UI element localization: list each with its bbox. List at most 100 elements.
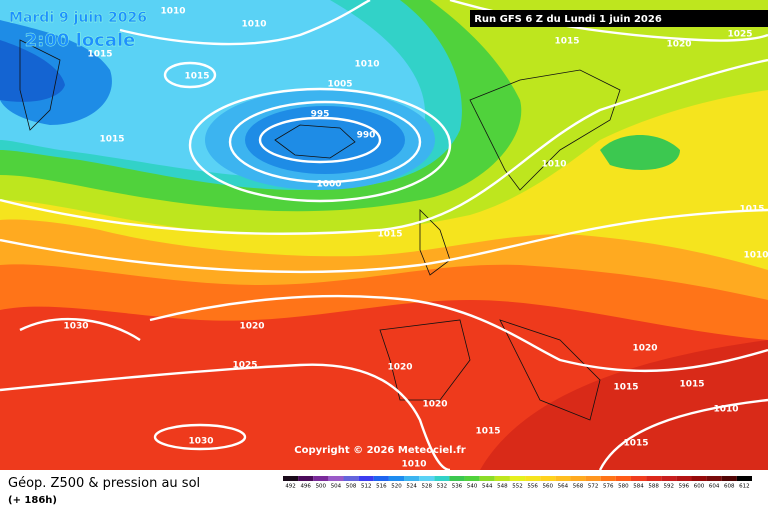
scale-swatch <box>555 476 571 481</box>
scale-label: 536 <box>452 484 463 490</box>
scale-swatch <box>540 476 556 481</box>
scale-label: 560 <box>543 484 554 490</box>
scale-label: 556 <box>527 484 538 490</box>
scale-swatch <box>404 476 420 481</box>
isobar-label: 1010 <box>241 20 266 30</box>
scale-label: 580 <box>618 484 629 490</box>
isobar-label: 1015 <box>87 50 112 60</box>
scale-label: 512 <box>361 484 372 490</box>
scale-label: 564 <box>558 484 569 490</box>
scale-swatch <box>676 476 692 481</box>
isobar-label: 1030 <box>63 322 88 332</box>
isobar-label: 1020 <box>387 363 412 373</box>
legend-title: Géop. Z500 & pression au sol <box>8 476 200 491</box>
scale-swatch <box>313 476 329 481</box>
isobar-label: 1025 <box>727 30 752 40</box>
date-text: Mardi 9 juin 2026 <box>9 10 147 26</box>
isobar-label: 1015 <box>679 380 704 390</box>
isobar-label: 1005 <box>327 80 352 90</box>
scale-label: 544 <box>482 484 493 490</box>
scale-label: 516 <box>376 484 387 490</box>
scale-label: 552 <box>512 484 523 490</box>
scale-label: 568 <box>573 484 584 490</box>
scale-swatch <box>419 476 435 481</box>
scale-label: 600 <box>694 484 705 490</box>
scale-label: 540 <box>467 484 478 490</box>
run-text: Run GFS 6 Z du Lundi 1 juin 2026 <box>474 14 662 25</box>
scale-label: 508 <box>346 484 357 490</box>
scale-swatch <box>358 476 374 481</box>
isobar-label: 1010 <box>713 405 738 415</box>
time-text: 2:00 locale <box>25 30 136 51</box>
isobar-label: 1010 <box>160 7 185 17</box>
run-box <box>470 10 768 27</box>
isobar-label: 1015 <box>613 383 638 393</box>
isobar-label: 1015 <box>99 135 124 145</box>
isobar-label: 1015 <box>377 230 402 240</box>
scale-swatch <box>600 476 616 481</box>
scale-label: 524 <box>406 484 417 490</box>
isobar-label: 1020 <box>632 344 657 354</box>
field-dark-blue <box>0 40 65 102</box>
coastlines <box>19 39 621 421</box>
field-green-patch <box>600 135 680 170</box>
scale-swatch <box>691 476 707 481</box>
scale-swatch <box>509 476 526 481</box>
scale-label: 520 <box>391 484 402 490</box>
scale-label: 576 <box>603 484 614 490</box>
scale-label: 496 <box>300 484 311 490</box>
scale-label: 572 <box>588 484 599 490</box>
isobar-label: 1015 <box>739 205 764 215</box>
scale-label: 588 <box>648 484 659 490</box>
isobar-label: 1010 <box>401 460 426 470</box>
scale-swatch <box>585 476 601 481</box>
isobar-label: 1010 <box>354 60 379 70</box>
isobar-label: 1010 <box>743 251 768 261</box>
scale-swatch <box>570 476 586 481</box>
isobar-label: 1015 <box>623 439 648 449</box>
scale-label: 608 <box>724 484 735 490</box>
scale-swatch <box>736 476 752 481</box>
scale-swatch <box>298 476 314 481</box>
scale-swatch <box>494 476 510 481</box>
scale-label: 596 <box>679 484 690 490</box>
scale-swatch <box>661 476 677 481</box>
isobar-label: 1020 <box>422 400 447 410</box>
lead-time: (+ 186h) <box>8 495 57 506</box>
field-dark-red <box>480 340 768 470</box>
scale-swatch <box>464 476 480 481</box>
scale-swatch <box>721 476 737 481</box>
scale-swatch <box>646 476 662 481</box>
scale-label: 528 <box>421 484 432 490</box>
isobar-label: 990 <box>357 131 376 141</box>
scale-label: 548 <box>497 484 508 490</box>
isobar-label: 1025 <box>232 361 257 371</box>
isobar-label: 1015 <box>184 72 209 82</box>
scale-swatch <box>434 476 450 481</box>
scale-swatch <box>706 476 722 481</box>
scale-swatch <box>388 476 405 481</box>
isobar-label: 1010 <box>541 160 566 170</box>
scale-swatch <box>373 476 389 481</box>
scale-label: 532 <box>437 484 448 490</box>
isobar-label: 1000 <box>316 180 341 190</box>
scale-swatch <box>283 476 299 481</box>
scale-swatch <box>630 476 647 481</box>
copyright: Copyright © 2026 Meteociel.fr <box>294 445 465 456</box>
scale-label: 492 <box>285 484 296 490</box>
scale-swatch <box>328 476 344 481</box>
scale-label: 500 <box>316 484 327 490</box>
isobar-label: 1015 <box>554 37 579 47</box>
scale-label: 592 <box>664 484 675 490</box>
scale-label: 604 <box>709 484 720 490</box>
scale-swatch <box>343 476 359 481</box>
scale-label: 504 <box>331 484 342 490</box>
scale-swatch <box>525 476 541 481</box>
isobar-label: 1020 <box>666 40 691 50</box>
scale-swatch <box>615 476 631 481</box>
scale-swatch <box>479 476 495 481</box>
isobar-label: 1020 <box>239 322 264 332</box>
isobar-label: 1015 <box>475 427 500 437</box>
